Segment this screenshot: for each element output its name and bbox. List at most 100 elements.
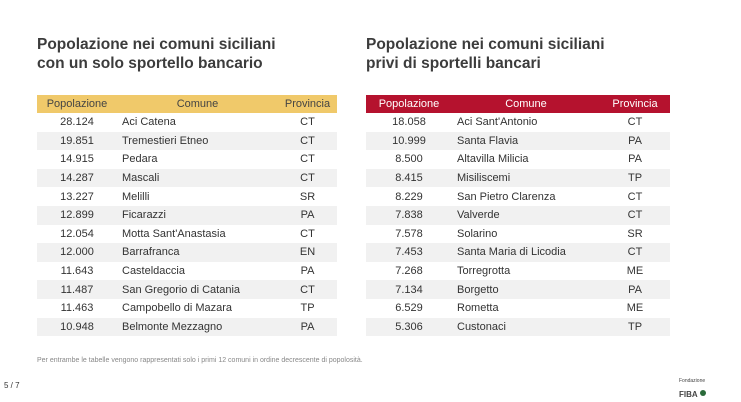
cell-comune: Custonaci — [452, 317, 600, 337]
cell-provincia: SR — [299, 190, 316, 203]
page-number: 5 / 7 — [4, 381, 20, 390]
left-panel: Popolazione nei comuni siciliani con un s… — [37, 35, 337, 337]
right-title-line2: privi di sportelli bancari — [366, 55, 541, 72]
cell-provincia: CT — [600, 243, 670, 262]
single-branch-table: Popolazione Comune Provincia 28.124 Aci C… — [37, 95, 337, 337]
cell-popolazione: 28.124 — [60, 116, 94, 129]
cell-provincia: CT — [627, 116, 643, 129]
cell-comune: Torregrotta — [457, 265, 511, 278]
cell-comune: San Pietro Clarenza — [457, 190, 556, 203]
cell-provincia: CT — [627, 190, 643, 203]
table-row: 8.229 San Pietro Clarenza CT — [366, 187, 670, 206]
cell-provincia: CT — [600, 205, 670, 225]
cell-provincia: ME — [626, 302, 644, 315]
cell-provincia: PA — [600, 280, 670, 299]
table-row: 10.948 Belmonte Mezzagno PA — [37, 317, 337, 337]
cell-comune: Aci Catena — [122, 116, 176, 129]
table-row: 12.054 Motta Sant'Anastasia CT — [37, 225, 337, 244]
table-row: 12.000 Barrafranca EN — [37, 243, 337, 262]
cell-comune: Valverde — [452, 205, 600, 225]
cell-comune: Motta Sant'Anastasia — [122, 227, 226, 240]
cell-comune: Casteldaccia — [122, 265, 185, 278]
column-header-popolazione: Popolazione — [37, 95, 117, 113]
cell-comune: Altavilla Milicia — [457, 153, 529, 166]
cell-popolazione: 7.838 — [366, 205, 452, 225]
cell-provincia: PA — [278, 317, 337, 337]
cell-popolazione: 6.529 — [395, 302, 423, 315]
left-title-line2: con un solo sportello bancario — [37, 55, 263, 72]
table-row: 11.463 Campobello di Mazara TP — [37, 299, 337, 318]
cell-comune: Borgetto — [452, 280, 600, 299]
cell-comune: Santa Flavia — [452, 131, 600, 151]
right-panel-title: Popolazione nei comuni siciliani privi di… — [366, 35, 670, 95]
cell-popolazione: 12.000 — [37, 243, 117, 262]
cell-provincia: EN — [278, 243, 337, 262]
table-row: 5.306 Custonaci TP — [366, 317, 670, 337]
cell-provincia: TP — [600, 317, 670, 337]
cell-comune: Campobello di Mazara — [122, 302, 233, 315]
table-row: 6.529 Rometta ME — [366, 299, 670, 318]
cell-provincia: CT — [300, 153, 315, 166]
column-header-provincia: Provincia — [278, 95, 337, 113]
cell-provincia: CT — [300, 227, 315, 240]
cell-comune: Mascali — [117, 168, 278, 188]
table-row: 7.453 Santa Maria di Licodia CT — [366, 243, 670, 262]
cell-provincia: PA — [300, 265, 315, 278]
cell-popolazione: 10.948 — [37, 317, 117, 337]
table-row: 28.124 Aci Catena CT — [37, 113, 337, 132]
right-title-line1: Popolazione nei comuni siciliani — [366, 36, 605, 53]
cell-comune: Rometta — [457, 302, 499, 315]
column-header-comune: Comune — [452, 95, 600, 113]
cell-comune: Ficarazzi — [117, 205, 278, 225]
fiba-logo: Fondazione FIBA — [679, 378, 706, 402]
cell-popolazione: 11.487 — [37, 280, 117, 299]
cell-comune: Pedara — [122, 153, 158, 166]
table-row: 13.227 Melilli SR — [37, 187, 337, 206]
column-header-provincia: Provincia — [600, 95, 670, 113]
cell-provincia: PA — [600, 131, 670, 151]
logo-line2: FIBA — [679, 390, 698, 399]
cell-popolazione: 8.500 — [395, 153, 423, 166]
footnote: Per entrambe le tabelle vengono rapprese… — [37, 357, 363, 364]
cell-popolazione: 19.851 — [37, 131, 117, 151]
cell-comune: San Gregorio di Catania — [117, 280, 278, 299]
cell-popolazione: 10.999 — [366, 131, 452, 151]
cell-popolazione: 5.306 — [366, 317, 452, 337]
column-header-comune: Comune — [117, 95, 278, 113]
table-header-row: Popolazione Comune Provincia — [366, 95, 670, 113]
right-panel: Popolazione nei comuni siciliani privi di… — [366, 35, 670, 337]
cell-provincia: CT — [278, 280, 337, 299]
cell-popolazione: 14.287 — [37, 168, 117, 188]
cell-popolazione: 8.229 — [395, 190, 423, 203]
cell-comune: Tremestieri Etneo — [117, 131, 278, 151]
cell-popolazione: 7.134 — [366, 280, 452, 299]
table-row: 7.578 Solarino SR — [366, 225, 670, 244]
cell-popolazione: 7.578 — [395, 227, 423, 240]
table-row: 8.500 Altavilla Milicia PA — [366, 150, 670, 169]
logo-line1: Fondazione — [679, 378, 706, 384]
cell-provincia: TP — [300, 302, 315, 315]
cell-popolazione: 11.463 — [60, 302, 94, 315]
logo-dot-icon — [699, 389, 706, 396]
table-row: 14.287 Mascali CT — [37, 168, 337, 188]
table-row: 7.838 Valverde CT — [366, 205, 670, 225]
table-row: 7.134 Borgetto PA — [366, 280, 670, 299]
cell-provincia: PA — [628, 153, 642, 166]
cell-comune: Barrafranca — [117, 243, 278, 262]
table-header-row: Popolazione Comune Provincia — [37, 95, 337, 113]
cell-popolazione: 11.643 — [60, 265, 94, 278]
table-row: 7.268 Torregrotta ME — [366, 262, 670, 281]
cell-provincia: SR — [627, 227, 643, 240]
cell-popolazione: 13.227 — [60, 190, 94, 203]
table-row: 18.058 Aci Sant'Antonio CT — [366, 113, 670, 132]
cell-comune: Santa Maria di Licodia — [452, 243, 600, 262]
cell-popolazione: 12.054 — [60, 227, 94, 240]
cell-provincia: CT — [278, 131, 337, 151]
cell-popolazione: 12.899 — [37, 205, 117, 225]
cell-provincia: PA — [278, 205, 337, 225]
cell-comune: Melilli — [122, 190, 150, 203]
table-row: 11.643 Casteldaccia PA — [37, 262, 337, 281]
table-row: 11.487 San Gregorio di Catania CT — [37, 280, 337, 299]
table-row: 8.415 Misiliscemi TP — [366, 168, 670, 188]
table-row: 19.851 Tremestieri Etneo CT — [37, 131, 337, 151]
